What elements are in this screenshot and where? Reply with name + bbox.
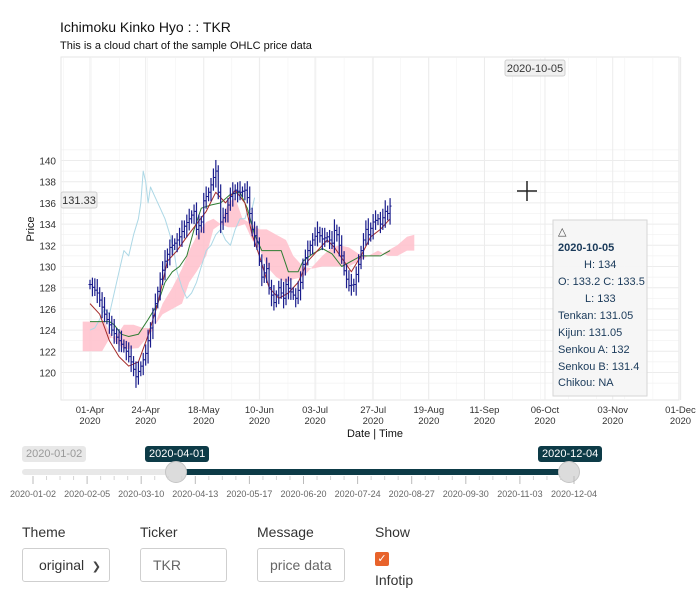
slider-selected-range <box>176 469 568 475</box>
theme-label: Theme <box>22 524 66 540</box>
infotip-kijun: Kijun: 131.05 <box>558 327 622 339</box>
slider-grid-label: 2020-02-05 <box>64 489 110 499</box>
y-tick-label: 136 <box>39 199 56 210</box>
infotip-date: 2020-10-05 <box>558 242 614 254</box>
x-tick-year: 2020 <box>418 416 439 427</box>
x-tick-year: 2020 <box>363 416 384 427</box>
slider-min-label: 2020-01-02 <box>22 446 87 462</box>
y-axis-title: Price <box>25 216 37 241</box>
x-tick-label: 19-Aug <box>413 405 444 416</box>
infotip-checkbox[interactable]: ✓ <box>375 552 389 566</box>
controls-panel: Theme original ❯ Ticker TKR Message pric… <box>0 520 700 600</box>
x-tick-label: 06-Oct <box>531 405 560 416</box>
ticker-input-value: TKR <box>153 557 181 573</box>
y-tick-label: 140 <box>39 157 56 168</box>
crosshair-date-label-bg <box>504 59 566 77</box>
slider-grid-label: 2020-12-04 <box>551 489 597 499</box>
x-tick-year: 2020 <box>249 416 270 427</box>
slider-to-label: 2020-12-04 <box>538 446 603 462</box>
infotip-senkou-b: Senkou B: 131.4 <box>558 361 639 373</box>
y-tick-label: 122 <box>39 347 56 358</box>
y-axis: 120 122 124 126 128 130 132 134 136 138 140 <box>39 157 56 380</box>
x-axis: 01-Apr202024-Apr202018-May202010-Jun2020… <box>76 405 696 427</box>
x-tick-label: 10-Jun <box>245 405 274 416</box>
chikou-line <box>89 170 256 331</box>
x-tick-label: 18-May <box>188 405 220 416</box>
crosshair-date-label: 2020-10-05 <box>507 63 563 75</box>
slider-grid-label: 2020-01-02 <box>10 489 56 499</box>
infotip-senkou-a: Senkou A: 132 <box>558 344 630 356</box>
x-tick-label: 24-Apr <box>131 405 160 416</box>
slider-grid-label: 2020-03-10 <box>118 489 164 499</box>
infotip-low: L: 133 <box>585 293 616 305</box>
x-tick-label: 01-Apr <box>76 405 105 416</box>
y-tick-label: 128 <box>39 284 56 295</box>
x-tick-label: 11-Sep <box>469 405 499 416</box>
infotip-open-close: O: 133.2 C: 133.5 <box>558 276 645 288</box>
message-label: Message <box>257 524 314 540</box>
x-tick-year: 2020 <box>304 416 325 427</box>
crosshair-price-label-bg <box>60 191 98 209</box>
ichimoku-chart: Ichimoku Kinko Hyo : : TKR This is a clo… <box>25 19 696 440</box>
slider-grid-label: 2020-11-03 <box>497 489 542 499</box>
y-tick-label: 132 <box>39 241 56 252</box>
kumo-cloud <box>82 197 415 352</box>
y-tick-label: 120 <box>39 369 56 380</box>
chart-title: Ichimoku Kinko Hyo : : TKR <box>60 19 231 35</box>
infotip-marker: △ <box>558 226 567 238</box>
x-tick-year: 2020 <box>534 416 555 427</box>
y-tick-label: 138 <box>39 178 56 189</box>
slider-grid-label: 2020-08-27 <box>389 489 435 499</box>
message-input-value: price data <box>270 557 332 573</box>
theme-select[interactable]: original ❯ <box>22 548 110 582</box>
x-tick-year: 2020 <box>474 416 495 427</box>
slider-grid-label: 2020-05-17 <box>226 489 272 499</box>
x-tick-year: 2020 <box>135 416 156 427</box>
slider-grid-label: 2020-04-13 <box>172 489 218 499</box>
infotip-high: H: 134 <box>584 259 616 271</box>
slider-grid: 2020-01-02 2020-02-05 2020-03-10 2020-04-13… <box>10 476 597 499</box>
x-tick-label: 01-Dec <box>665 405 696 416</box>
crosshair-price-label: 131.33 <box>62 195 96 207</box>
date-range-slider[interactable]: 2020-01-02 2020-04-01 2020-12-04 2020-01… <box>0 440 700 510</box>
ticker-label: Ticker <box>140 524 178 540</box>
slider-grid-label: 2020-06-20 <box>280 489 326 499</box>
message-input[interactable]: price data <box>257 548 345 582</box>
y-tick-label: 126 <box>39 305 56 316</box>
infotip-chikou: Chikou: NA <box>558 377 614 389</box>
chevron-down-icon: ❯ <box>91 561 101 573</box>
slider-from-label: 2020-04-01 <box>145 446 210 462</box>
x-tick-year: 2020 <box>602 416 623 427</box>
cloud-area <box>82 197 415 352</box>
x-tick-year: 2020 <box>670 416 691 427</box>
infotip-panel: △ 2020-10-05 H: 134 O: 133.2 C: 133.5 L:… <box>552 219 648 397</box>
y-tick-label: 124 <box>39 326 56 337</box>
infotip-checkbox-label[interactable]: Infotip <box>375 572 414 588</box>
theme-select-value: original <box>39 557 85 573</box>
x-tick-label: 27-Jul <box>360 405 386 416</box>
x-axis-title: Date | Time <box>347 428 403 440</box>
slider-grid-label: 2020-07-24 <box>335 489 381 499</box>
x-tick-label: 03-Jul <box>302 405 328 416</box>
chart-subtitle: This is a cloud chart of the sample OHLC… <box>60 40 313 52</box>
show-label: Show <box>375 524 411 540</box>
y-tick-label: 134 <box>39 220 56 231</box>
ticker-input[interactable]: TKR <box>140 548 227 582</box>
y-tick-label: 130 <box>39 263 56 274</box>
x-tick-label: 03-Nov <box>597 405 628 416</box>
x-tick-year: 2020 <box>79 416 100 427</box>
slider-grid-label: 2020-09-30 <box>443 489 489 499</box>
indicator-lines <box>88 159 392 388</box>
infotip-tenkan: Tenkan: 131.05 <box>558 310 633 322</box>
x-tick-year: 2020 <box>193 416 214 427</box>
